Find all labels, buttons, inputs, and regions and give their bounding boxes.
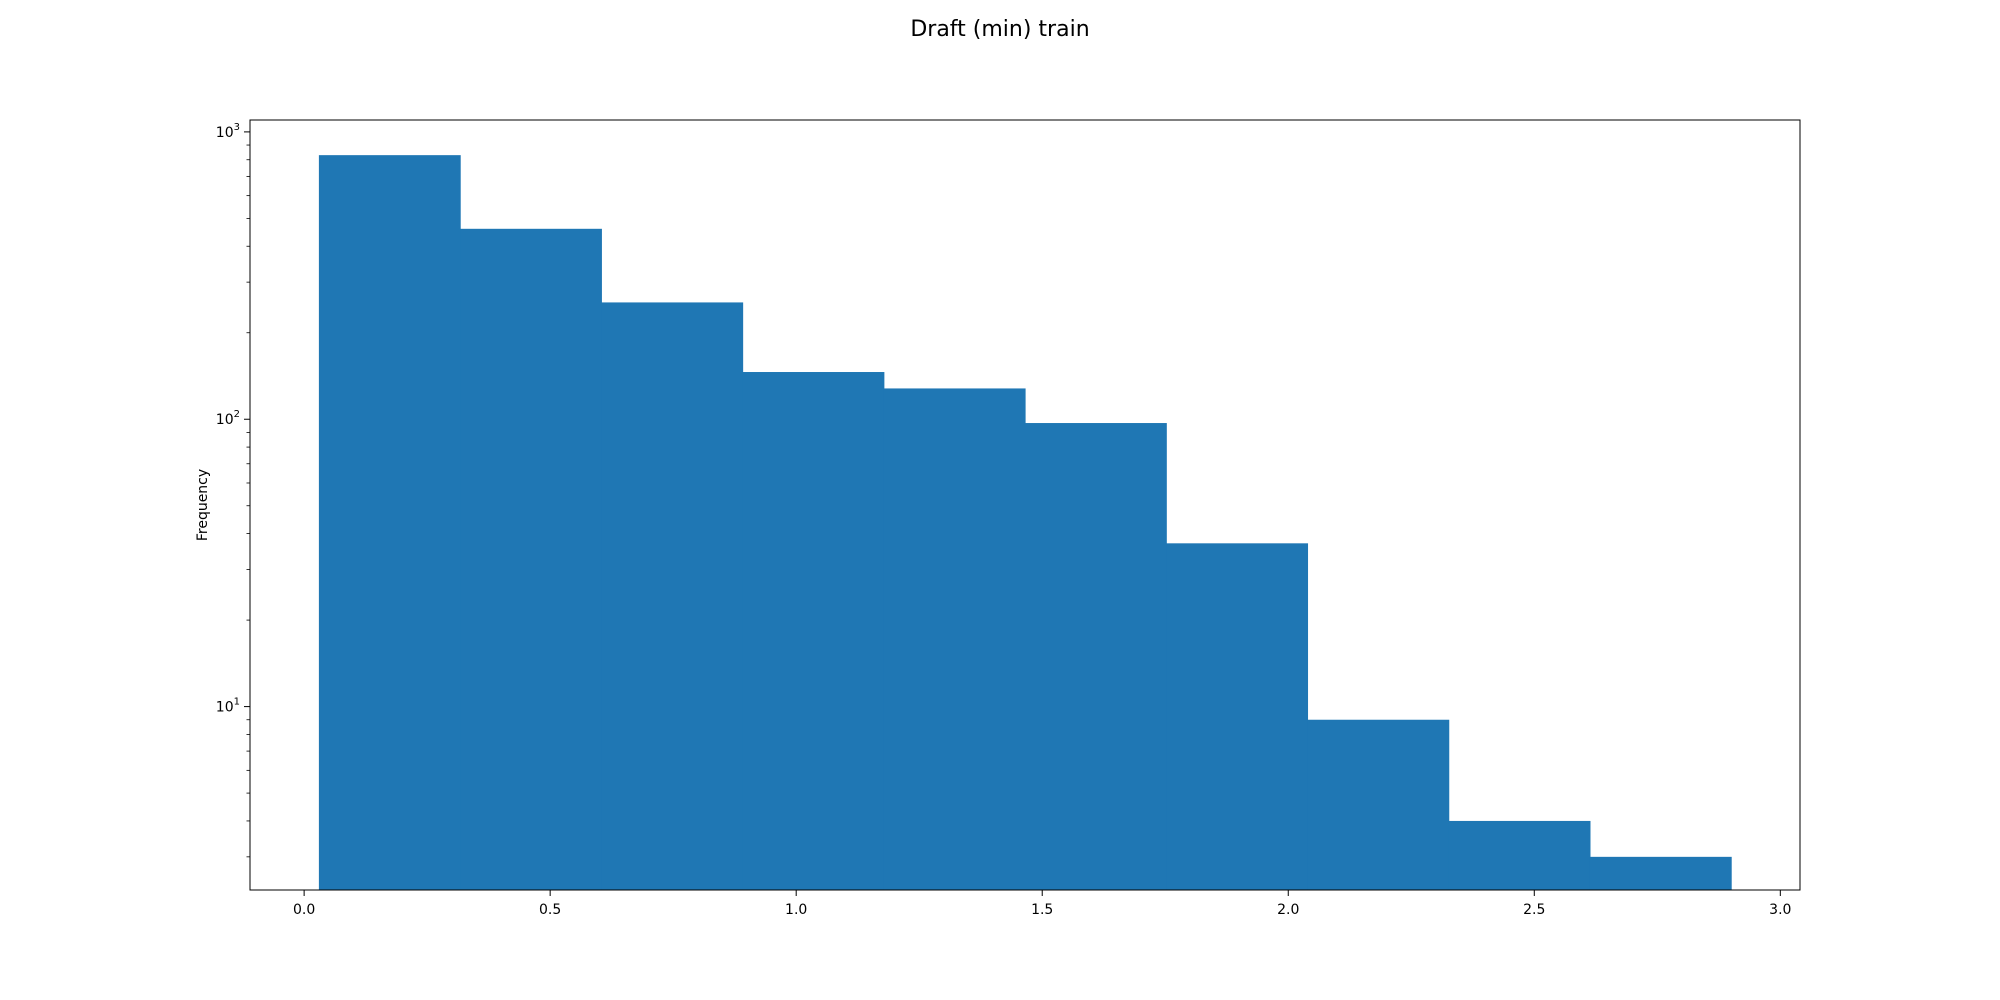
y-tick-label: 102 — [216, 409, 240, 428]
histogram-bar-3 — [601, 302, 744, 890]
y-tick-label: 103 — [216, 122, 240, 141]
bars-group — [318, 155, 1732, 891]
x-tick-label: 3.0 — [1769, 902, 1791, 918]
histogram-bar-6 — [1025, 423, 1167, 890]
y-axis-label: Frequency — [195, 469, 211, 541]
plot-frame — [249, 119, 1801, 891]
x-tick-label: 2.5 — [1523, 902, 1545, 918]
y-axis: 101 102 103 — [216, 122, 250, 858]
x-tick-label: 0.0 — [293, 902, 315, 918]
x-tick-label: 2.0 — [1277, 902, 1299, 918]
x-tick-label: 1.5 — [1031, 902, 1053, 918]
histogram-bar-5 — [883, 388, 1026, 890]
x-tick-label: 0.5 — [539, 902, 561, 918]
x-axis: 0.0 0.5 1.0 1.5 2.0 2.5 3.0 — [293, 890, 1791, 918]
x-tick-label: 1.0 — [785, 902, 807, 918]
histogram-bar-8 — [1307, 719, 1450, 890]
histogram-bar-7 — [1166, 543, 1309, 890]
chart-title: Draft (min) train — [910, 17, 1089, 42]
histogram-bar-2 — [460, 228, 602, 891]
histogram-bar-9 — [1448, 820, 1591, 890]
histogram-bar-10 — [1589, 856, 1732, 890]
histogram-bar-4 — [742, 372, 885, 890]
histogram-bar-1 — [318, 155, 461, 890]
y-tick-label: 101 — [216, 697, 240, 716]
